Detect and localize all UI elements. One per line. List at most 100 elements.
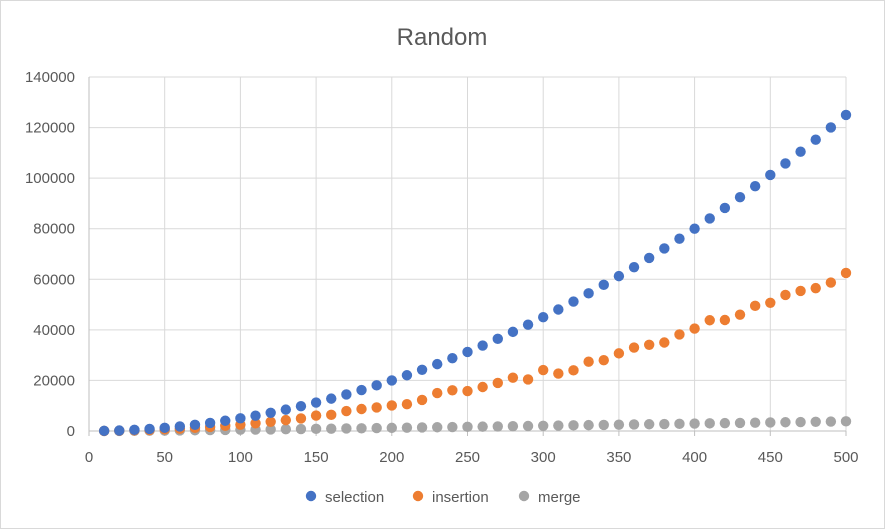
point-merge xyxy=(553,420,564,431)
point-insertion xyxy=(522,374,534,385)
point-merge xyxy=(386,422,397,434)
point-selection xyxy=(144,423,155,435)
point-merge xyxy=(659,418,670,430)
point-selection xyxy=(613,270,625,282)
point-merge xyxy=(401,422,413,433)
axes: 0 20000 40000 60000 80000 100000 120000 140000 0… xyxy=(25,69,859,466)
point-selection xyxy=(386,375,397,386)
point-insertion xyxy=(416,394,428,406)
point-selection xyxy=(674,233,685,244)
point-insertion xyxy=(371,402,382,413)
point-merge xyxy=(780,417,791,428)
point-merge xyxy=(704,418,715,429)
point-merge xyxy=(265,424,276,435)
point-merge xyxy=(568,420,579,431)
point-selection xyxy=(432,358,443,370)
point-selection xyxy=(477,340,488,351)
x-tick-label: 100 xyxy=(228,449,253,466)
point-insertion xyxy=(613,348,625,359)
point-merge xyxy=(674,418,685,430)
point-merge xyxy=(447,421,458,433)
point-selection xyxy=(159,422,170,434)
point-insertion xyxy=(250,418,261,429)
legend-marker-selection xyxy=(305,490,317,502)
point-insertion xyxy=(341,405,352,417)
point-merge xyxy=(613,419,625,430)
point-selection xyxy=(583,288,594,299)
point-insertion xyxy=(538,364,549,376)
y-tick-label: 40000 xyxy=(33,322,75,339)
point-selection xyxy=(174,421,186,432)
point-merge xyxy=(689,418,700,429)
point-merge xyxy=(310,423,322,435)
x-tick-label: 250 xyxy=(455,449,480,466)
point-insertion xyxy=(447,385,458,396)
point-merge xyxy=(341,423,352,434)
point-selection xyxy=(98,425,110,437)
point-merge xyxy=(643,419,655,430)
y-tick-label: 140000 xyxy=(25,69,75,86)
point-merge xyxy=(583,419,594,431)
point-selection xyxy=(129,424,140,436)
point-merge xyxy=(507,420,519,432)
point-merge xyxy=(598,419,609,431)
point-insertion xyxy=(719,314,731,326)
point-selection xyxy=(416,364,428,376)
point-insertion xyxy=(583,356,594,367)
point-merge xyxy=(795,416,806,428)
point-insertion xyxy=(401,398,413,410)
point-merge xyxy=(295,423,307,435)
point-merge xyxy=(371,422,382,434)
point-selection xyxy=(462,346,473,358)
point-selection xyxy=(598,279,609,291)
point-insertion xyxy=(689,323,700,334)
point-selection xyxy=(235,413,246,424)
point-insertion xyxy=(432,387,443,399)
point-selection xyxy=(553,304,564,315)
point-insertion xyxy=(643,339,655,350)
y-tick-label: 0 xyxy=(67,423,75,440)
point-insertion xyxy=(568,365,579,376)
point-insertion xyxy=(507,372,519,383)
point-insertion xyxy=(704,315,715,326)
point-merge xyxy=(810,416,821,427)
gridlines xyxy=(89,76,847,432)
point-selection xyxy=(522,319,534,330)
x-tick-label: 350 xyxy=(606,449,631,466)
y-tick-label: 120000 xyxy=(25,120,75,137)
point-selection xyxy=(704,213,715,224)
point-selection xyxy=(189,419,201,431)
point-selection xyxy=(295,401,307,412)
x-tick-label: 400 xyxy=(682,449,707,466)
point-merge xyxy=(765,417,776,428)
point-selection xyxy=(265,407,276,418)
x-tick-label: 0 xyxy=(85,449,93,466)
point-selection xyxy=(840,109,852,121)
point-insertion xyxy=(265,416,276,427)
point-selection xyxy=(659,243,670,254)
x-tick-label: 150 xyxy=(304,449,329,466)
point-insertion xyxy=(749,300,761,312)
legend-marker-merge xyxy=(518,490,530,502)
point-selection xyxy=(795,146,806,157)
point-insertion xyxy=(795,285,806,297)
point-selection xyxy=(719,202,731,214)
legend: selection insertion merge xyxy=(305,489,581,506)
y-tick-label: 100000 xyxy=(25,170,75,187)
point-selection xyxy=(507,326,519,338)
point-insertion xyxy=(462,385,473,397)
point-selection xyxy=(204,417,216,429)
point-selection xyxy=(250,410,261,421)
point-selection xyxy=(749,181,761,192)
point-selection xyxy=(356,384,367,396)
point-insertion xyxy=(326,409,337,421)
point-merge xyxy=(749,417,761,428)
point-merge xyxy=(326,423,337,434)
point-merge xyxy=(356,423,367,434)
point-merge xyxy=(462,421,473,433)
x-tick-label: 450 xyxy=(758,449,783,466)
point-selection xyxy=(447,352,458,364)
point-merge xyxy=(538,420,549,431)
